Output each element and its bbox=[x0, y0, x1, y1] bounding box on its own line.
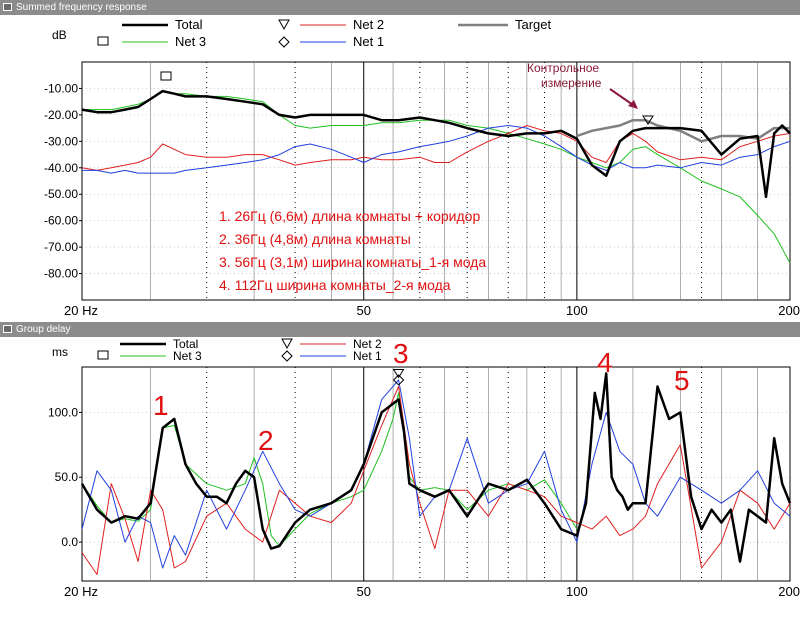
note-line-3: 3. 56Гц (3,1м) ширина комнаты_1-я мода bbox=[219, 254, 486, 270]
legend-marker-net3 bbox=[97, 350, 109, 360]
plot-area bbox=[81, 61, 791, 301]
diamond-marker-icon bbox=[392, 374, 405, 386]
frequency-response-pane: dB Total Net 2 Target Net 3 Net 1 -10.00… bbox=[0, 15, 800, 318]
y-tick-labels: -10.00 -20.00 -30.00 -40.00 -50.00 -60.00 -70.… bbox=[44, 81, 82, 281]
series-line-net1 bbox=[81, 379, 791, 569]
x-tick-label: 200 bbox=[778, 303, 800, 315]
window-icon bbox=[3, 325, 12, 333]
note-line-4: 4. 112Гц ширина комнаты_2-я мода bbox=[219, 277, 451, 293]
x-tick-label: 20 Hz bbox=[64, 303, 98, 315]
marker-number-2: 2 bbox=[258, 425, 274, 456]
legend-marker-net2 bbox=[281, 338, 293, 350]
legend-label-net3: Net 3 bbox=[175, 34, 206, 49]
frequency-response-chart[interactable]: dB Total Net 2 Target Net 3 Net 1 -10.00… bbox=[0, 15, 800, 318]
legend-marker-net1 bbox=[278, 36, 290, 48]
legend-label-net3: Net 3 bbox=[173, 349, 202, 363]
y-tick-label: -40.00 bbox=[44, 161, 78, 175]
y-tick-label: 100.0 bbox=[48, 405, 78, 419]
legend-label-net1: Net 1 bbox=[353, 349, 382, 363]
legend-label-total: Total bbox=[173, 337, 198, 351]
window-title: Summed frequency response bbox=[16, 2, 147, 13]
x-tick-label: 100 bbox=[566, 584, 588, 599]
x-tick-label: 200 bbox=[778, 584, 800, 599]
triangle-marker-icon bbox=[392, 368, 405, 379]
x-tick-label: 50 bbox=[357, 584, 371, 599]
peak-markers bbox=[392, 368, 405, 386]
y-tick-label: -30.00 bbox=[44, 134, 78, 148]
legend-marker-net3 bbox=[97, 36, 109, 46]
x-tick-labels: 20 Hz 50 100 200 bbox=[64, 303, 800, 318]
window-titlebar-group-delay[interactable]: Group delay bbox=[0, 322, 800, 337]
x-tick-label: 20 Hz bbox=[64, 584, 98, 599]
series-line-net1 bbox=[82, 125, 791, 174]
chart-series bbox=[80, 372, 792, 575]
y-tick-label: 0.0 bbox=[61, 535, 78, 549]
chart-grid bbox=[82, 367, 790, 581]
marker-number-5: 5 bbox=[674, 365, 690, 396]
y-tick-label: -80.00 bbox=[44, 267, 78, 281]
note-line-1: 1. 26Гц (6,6м) длина комнаты + коридор bbox=[219, 208, 480, 224]
net3-peak-marker-icon bbox=[160, 71, 172, 81]
plot-area bbox=[81, 366, 791, 582]
x-tick-label: 100 bbox=[566, 303, 588, 315]
y-tick-label: -20.00 bbox=[44, 108, 78, 122]
x-tick-label: 50 bbox=[357, 303, 371, 315]
window-title: Group delay bbox=[16, 324, 71, 335]
y-unit-label: dB bbox=[52, 28, 67, 42]
series-line-net2 bbox=[81, 386, 791, 575]
marker-number-1: 1 bbox=[153, 390, 169, 421]
series-line-net2 bbox=[81, 125, 791, 171]
series-line-total bbox=[81, 89, 791, 199]
y-tick-label: -10.00 bbox=[44, 81, 78, 95]
annotation-arrowhead-icon bbox=[628, 100, 638, 109]
legend-label-net2: Net 2 bbox=[353, 337, 382, 351]
legend-marker-net2 bbox=[278, 19, 290, 31]
series-line-total bbox=[80, 372, 792, 563]
legend-marker-net1 bbox=[281, 350, 293, 362]
y-tick-label: -60.00 bbox=[44, 214, 78, 228]
y-unit-label: ms bbox=[52, 345, 68, 359]
y-tick-label: -70.00 bbox=[44, 240, 78, 254]
group-delay-chart[interactable]: ms Total Net 2 Net 3 Net 1 100.050.00.0 … bbox=[0, 337, 800, 621]
window-titlebar-summed-frequency-response[interactable]: Summed frequency response bbox=[0, 0, 800, 15]
annotation-text: Контрольное измерение bbox=[527, 61, 602, 90]
legend-label-net1: Net 1 bbox=[353, 34, 384, 49]
marker-number-3: 3 bbox=[393, 338, 409, 369]
legend-label-total: Total bbox=[175, 17, 203, 32]
chart-series bbox=[81, 89, 791, 264]
y-tick-labels: 100.0 50.0 0.0 bbox=[48, 405, 82, 549]
marker-number-4: 4 bbox=[597, 347, 613, 378]
net2-peak-marker-icon bbox=[642, 115, 654, 125]
note-line-2: 2. 36Гц (4,8м) длина комнаты bbox=[219, 231, 411, 247]
y-tick-label: -50.00 bbox=[44, 187, 78, 201]
window-icon bbox=[3, 3, 12, 11]
legend-label-net2: Net 2 bbox=[353, 17, 384, 32]
group-delay-pane: ms Total Net 2 Net 3 Net 1 100.0 50.0 0.0 … bbox=[0, 337, 800, 621]
legend-label-target: Target bbox=[515, 17, 552, 32]
x-tick-labels: 20 Hz 50 100 200 bbox=[64, 584, 800, 599]
y-tick-label: 50.0 bbox=[55, 470, 79, 484]
